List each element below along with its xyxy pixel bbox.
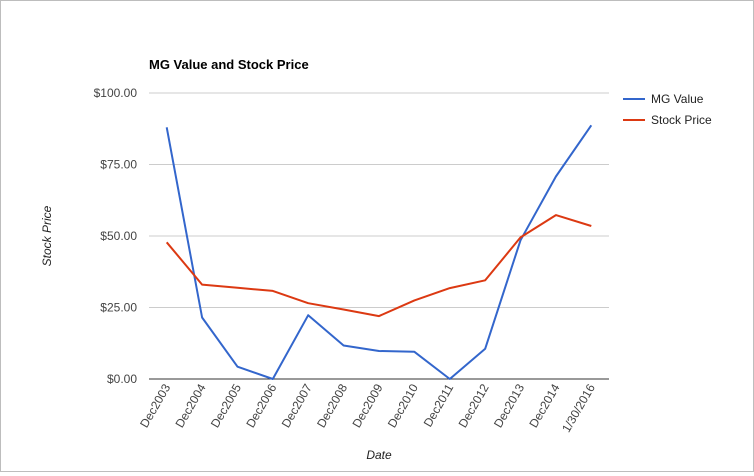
y-axis-ticks: $0.00 $25.00 $50.00 $75.00 $100.00 bbox=[94, 86, 138, 386]
series-line-1 bbox=[165, 214, 592, 318]
x-axis-label: Date bbox=[366, 448, 392, 462]
x-tick-label: Dec2004 bbox=[173, 381, 209, 430]
series-lines bbox=[165, 124, 593, 380]
x-tick-label: Dec2009 bbox=[349, 381, 385, 430]
y-tick-label: $25.00 bbox=[100, 301, 137, 315]
y-tick-label: $50.00 bbox=[100, 229, 137, 243]
legend-label[interactable]: MG Value bbox=[651, 92, 704, 106]
x-tick-label: Dec2006 bbox=[243, 381, 279, 430]
x-tick-label: Dec2013 bbox=[491, 381, 527, 430]
y-tick-label: $0.00 bbox=[107, 372, 137, 386]
chart-title: MG Value and Stock Price bbox=[149, 57, 309, 72]
x-tick-label: Dec2008 bbox=[314, 381, 350, 430]
x-tick-label: Dec2003 bbox=[137, 381, 173, 430]
gridlines bbox=[149, 92, 609, 308]
x-tick-label: 1/30/2016 bbox=[559, 381, 598, 435]
x-tick-label: Dec2007 bbox=[279, 381, 315, 430]
x-tick-label: Dec2011 bbox=[421, 381, 457, 429]
series-line-0 bbox=[165, 124, 593, 380]
x-tick-label: Dec2005 bbox=[208, 381, 244, 430]
x-tick-label: Dec2012 bbox=[456, 381, 492, 430]
legend[interactable]: MG Value Stock Price bbox=[623, 92, 712, 127]
x-tick-label: Dec2014 bbox=[526, 381, 562, 430]
y-tick-label: $75.00 bbox=[100, 158, 137, 172]
y-tick-label: $100.00 bbox=[94, 86, 138, 100]
y-axis-label: Stock Price bbox=[40, 205, 54, 266]
x-tick-label: Dec2010 bbox=[385, 381, 421, 430]
legend-label[interactable]: Stock Price bbox=[651, 113, 712, 127]
x-axis-ticks: Dec2003 Dec2004 Dec2005 Dec2006 Dec2007 Dec20… bbox=[137, 381, 598, 435]
